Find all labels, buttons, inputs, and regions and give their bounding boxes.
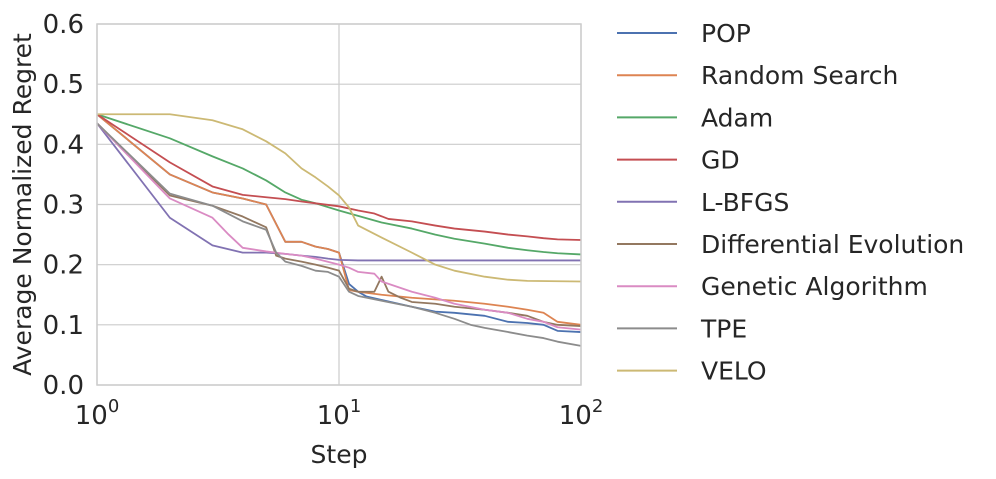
legend-item-adam: Adam xyxy=(617,103,773,132)
x-tick-label: 100 xyxy=(75,396,120,431)
series-line-velo xyxy=(97,113,582,283)
legend-item-differential-evolution: Differential Evolution xyxy=(617,230,964,259)
series-line-genetic-algorithm xyxy=(96,122,582,331)
y-tick-label: 0.6 xyxy=(43,10,84,40)
y-tick-label: 0.3 xyxy=(43,191,84,221)
legend-item-genetic-algorithm: Genetic Algorithm xyxy=(617,272,928,301)
series-layer xyxy=(96,113,582,347)
legend: POP Random Search Adam GD L-BFGS Differential… xyxy=(617,19,964,386)
legend-label: TPE xyxy=(700,314,747,343)
x-tick-label: 101 xyxy=(317,396,362,431)
y-tick-label: 0.4 xyxy=(43,130,84,160)
legend-item-random-search: Random Search xyxy=(617,61,898,90)
y-tick-label: 0.5 xyxy=(43,70,84,100)
legend-label: POP xyxy=(701,19,751,48)
x-axis-title: Step xyxy=(311,440,368,469)
x-tick-label: 102 xyxy=(559,396,604,431)
legend-item-gd: GD xyxy=(617,146,740,175)
legend-item-velo: VELO xyxy=(617,357,767,386)
legend-label: Adam xyxy=(701,103,773,132)
legend-item-l-bfgs: L-BFGS xyxy=(617,188,789,217)
axes-frame xyxy=(96,23,582,386)
series-line-random-search xyxy=(96,113,582,326)
legend-item-pop: POP xyxy=(617,19,751,48)
x-axis-ticks: 100 101 102 xyxy=(75,396,604,431)
axes-border xyxy=(96,23,582,386)
series-line-tpe xyxy=(96,122,582,347)
legend-label: Differential Evolution xyxy=(701,230,964,259)
y-tick-label: 0.0 xyxy=(43,371,84,401)
y-axis-title: Average Normalized Regret xyxy=(8,33,37,376)
y-tick-label: 0.1 xyxy=(43,311,84,341)
legend-item-tpe: TPE xyxy=(617,314,747,343)
series-line-adam xyxy=(96,113,582,256)
legend-label: Genetic Algorithm xyxy=(701,272,928,301)
legend-label: Random Search xyxy=(701,61,898,90)
y-axis-ticks: 0.0 0.1 0.2 0.3 0.4 0.5 0.6 xyxy=(43,10,84,401)
legend-label: GD xyxy=(701,146,740,175)
legend-label: L-BFGS xyxy=(701,188,789,217)
legend-label: VELO xyxy=(701,357,767,386)
series-line-gd xyxy=(96,113,582,241)
y-tick-label: 0.2 xyxy=(43,251,84,281)
